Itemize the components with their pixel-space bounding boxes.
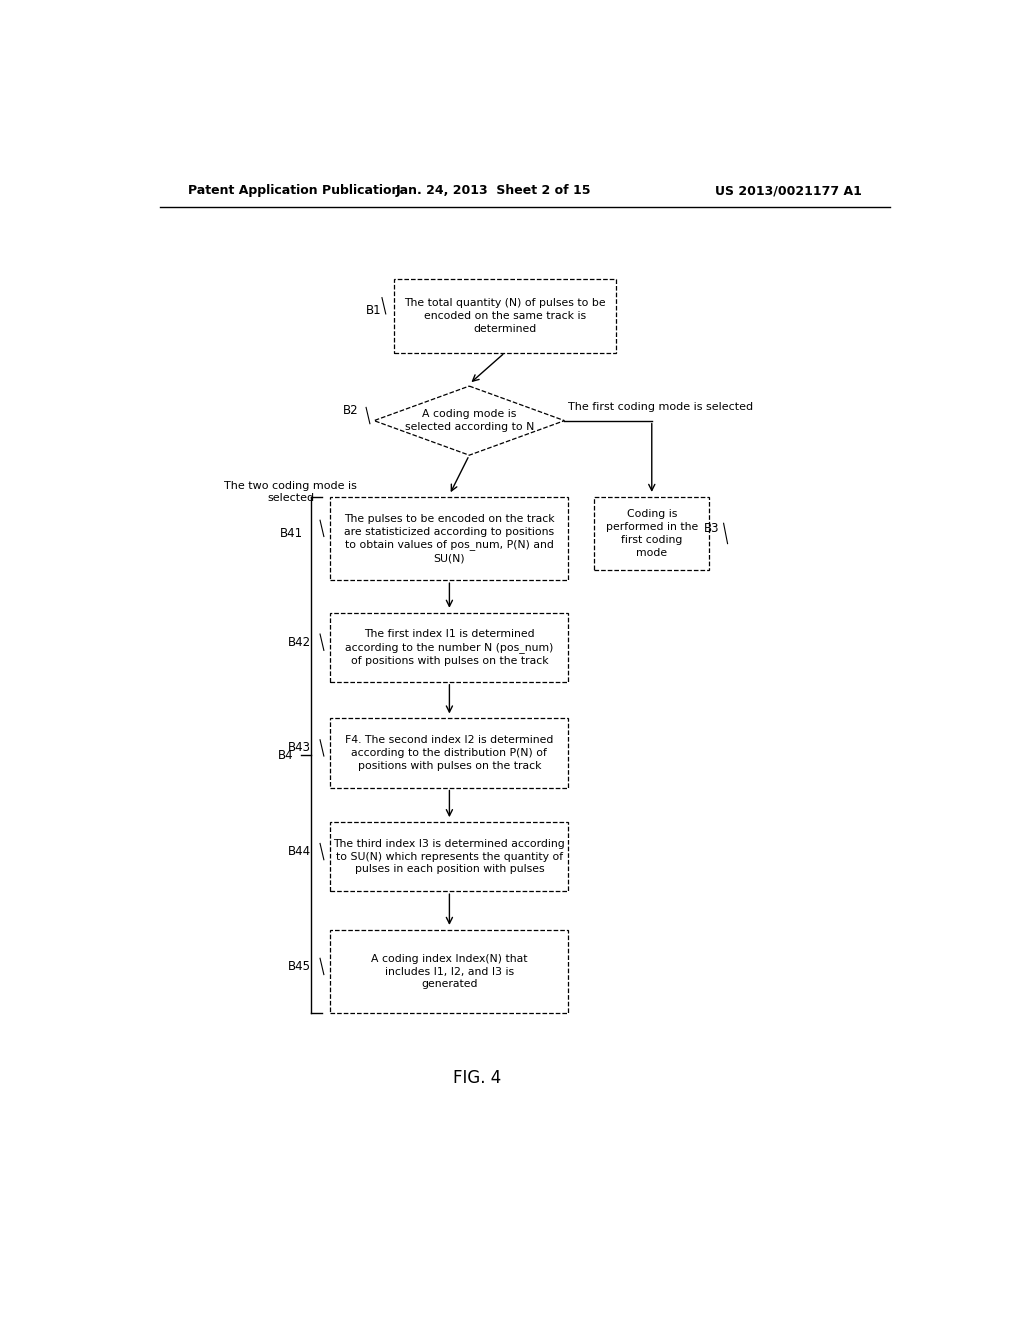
Bar [331,822,568,891]
Text: The two coding mode is
selected: The two coding mode is selected [224,480,357,503]
Text: Patent Application Publication: Patent Application Publication [187,185,400,198]
Bar [331,612,568,682]
Text: B42: B42 [288,636,310,648]
Text: F4. The second index I2 is determined
according to the distribution P(N) of
posi: F4. The second index I2 is determined ac… [345,735,554,771]
Text: The first coding mode is selected: The first coding mode is selected [568,403,754,412]
Text: B45: B45 [288,960,310,973]
Bar [394,280,616,352]
Text: The total quantity (N) of pulses to be
encoded on the same track is
determined: The total quantity (N) of pulses to be e… [404,298,606,334]
Text: FIG. 4: FIG. 4 [453,1069,502,1088]
Text: B43: B43 [288,742,310,755]
Bar [331,929,568,1014]
Text: B44: B44 [288,845,310,858]
Text: A coding index Index(N) that
includes I1, I2, and I3 is
generated: A coding index Index(N) that includes I1… [371,954,527,989]
Text: A coding mode is
selected according to N: A coding mode is selected according to N [404,409,534,432]
Bar [331,718,568,788]
Text: B41: B41 [280,527,303,540]
Bar [594,496,710,570]
Text: B2: B2 [342,404,358,417]
Text: The third index I3 is determined according
to SU(N) which represents the quantit: The third index I3 is determined accordi… [334,840,565,874]
Text: The first index I1 is determined
according to the number N (pos_num)
of position: The first index I1 is determined accordi… [345,630,554,665]
Text: B3: B3 [703,521,719,535]
Text: The pulses to be encoded on the track
are statisticized according to positions
t: The pulses to be encoded on the track ar… [344,513,555,564]
Bar [331,496,568,581]
Text: B4: B4 [278,748,293,762]
Text: Jan. 24, 2013  Sheet 2 of 15: Jan. 24, 2013 Sheet 2 of 15 [395,185,591,198]
Text: US 2013/0021177 A1: US 2013/0021177 A1 [715,185,862,198]
Text: B1: B1 [367,305,382,317]
Text: Coding is
performed in the
first coding
mode: Coding is performed in the first coding … [605,510,698,557]
